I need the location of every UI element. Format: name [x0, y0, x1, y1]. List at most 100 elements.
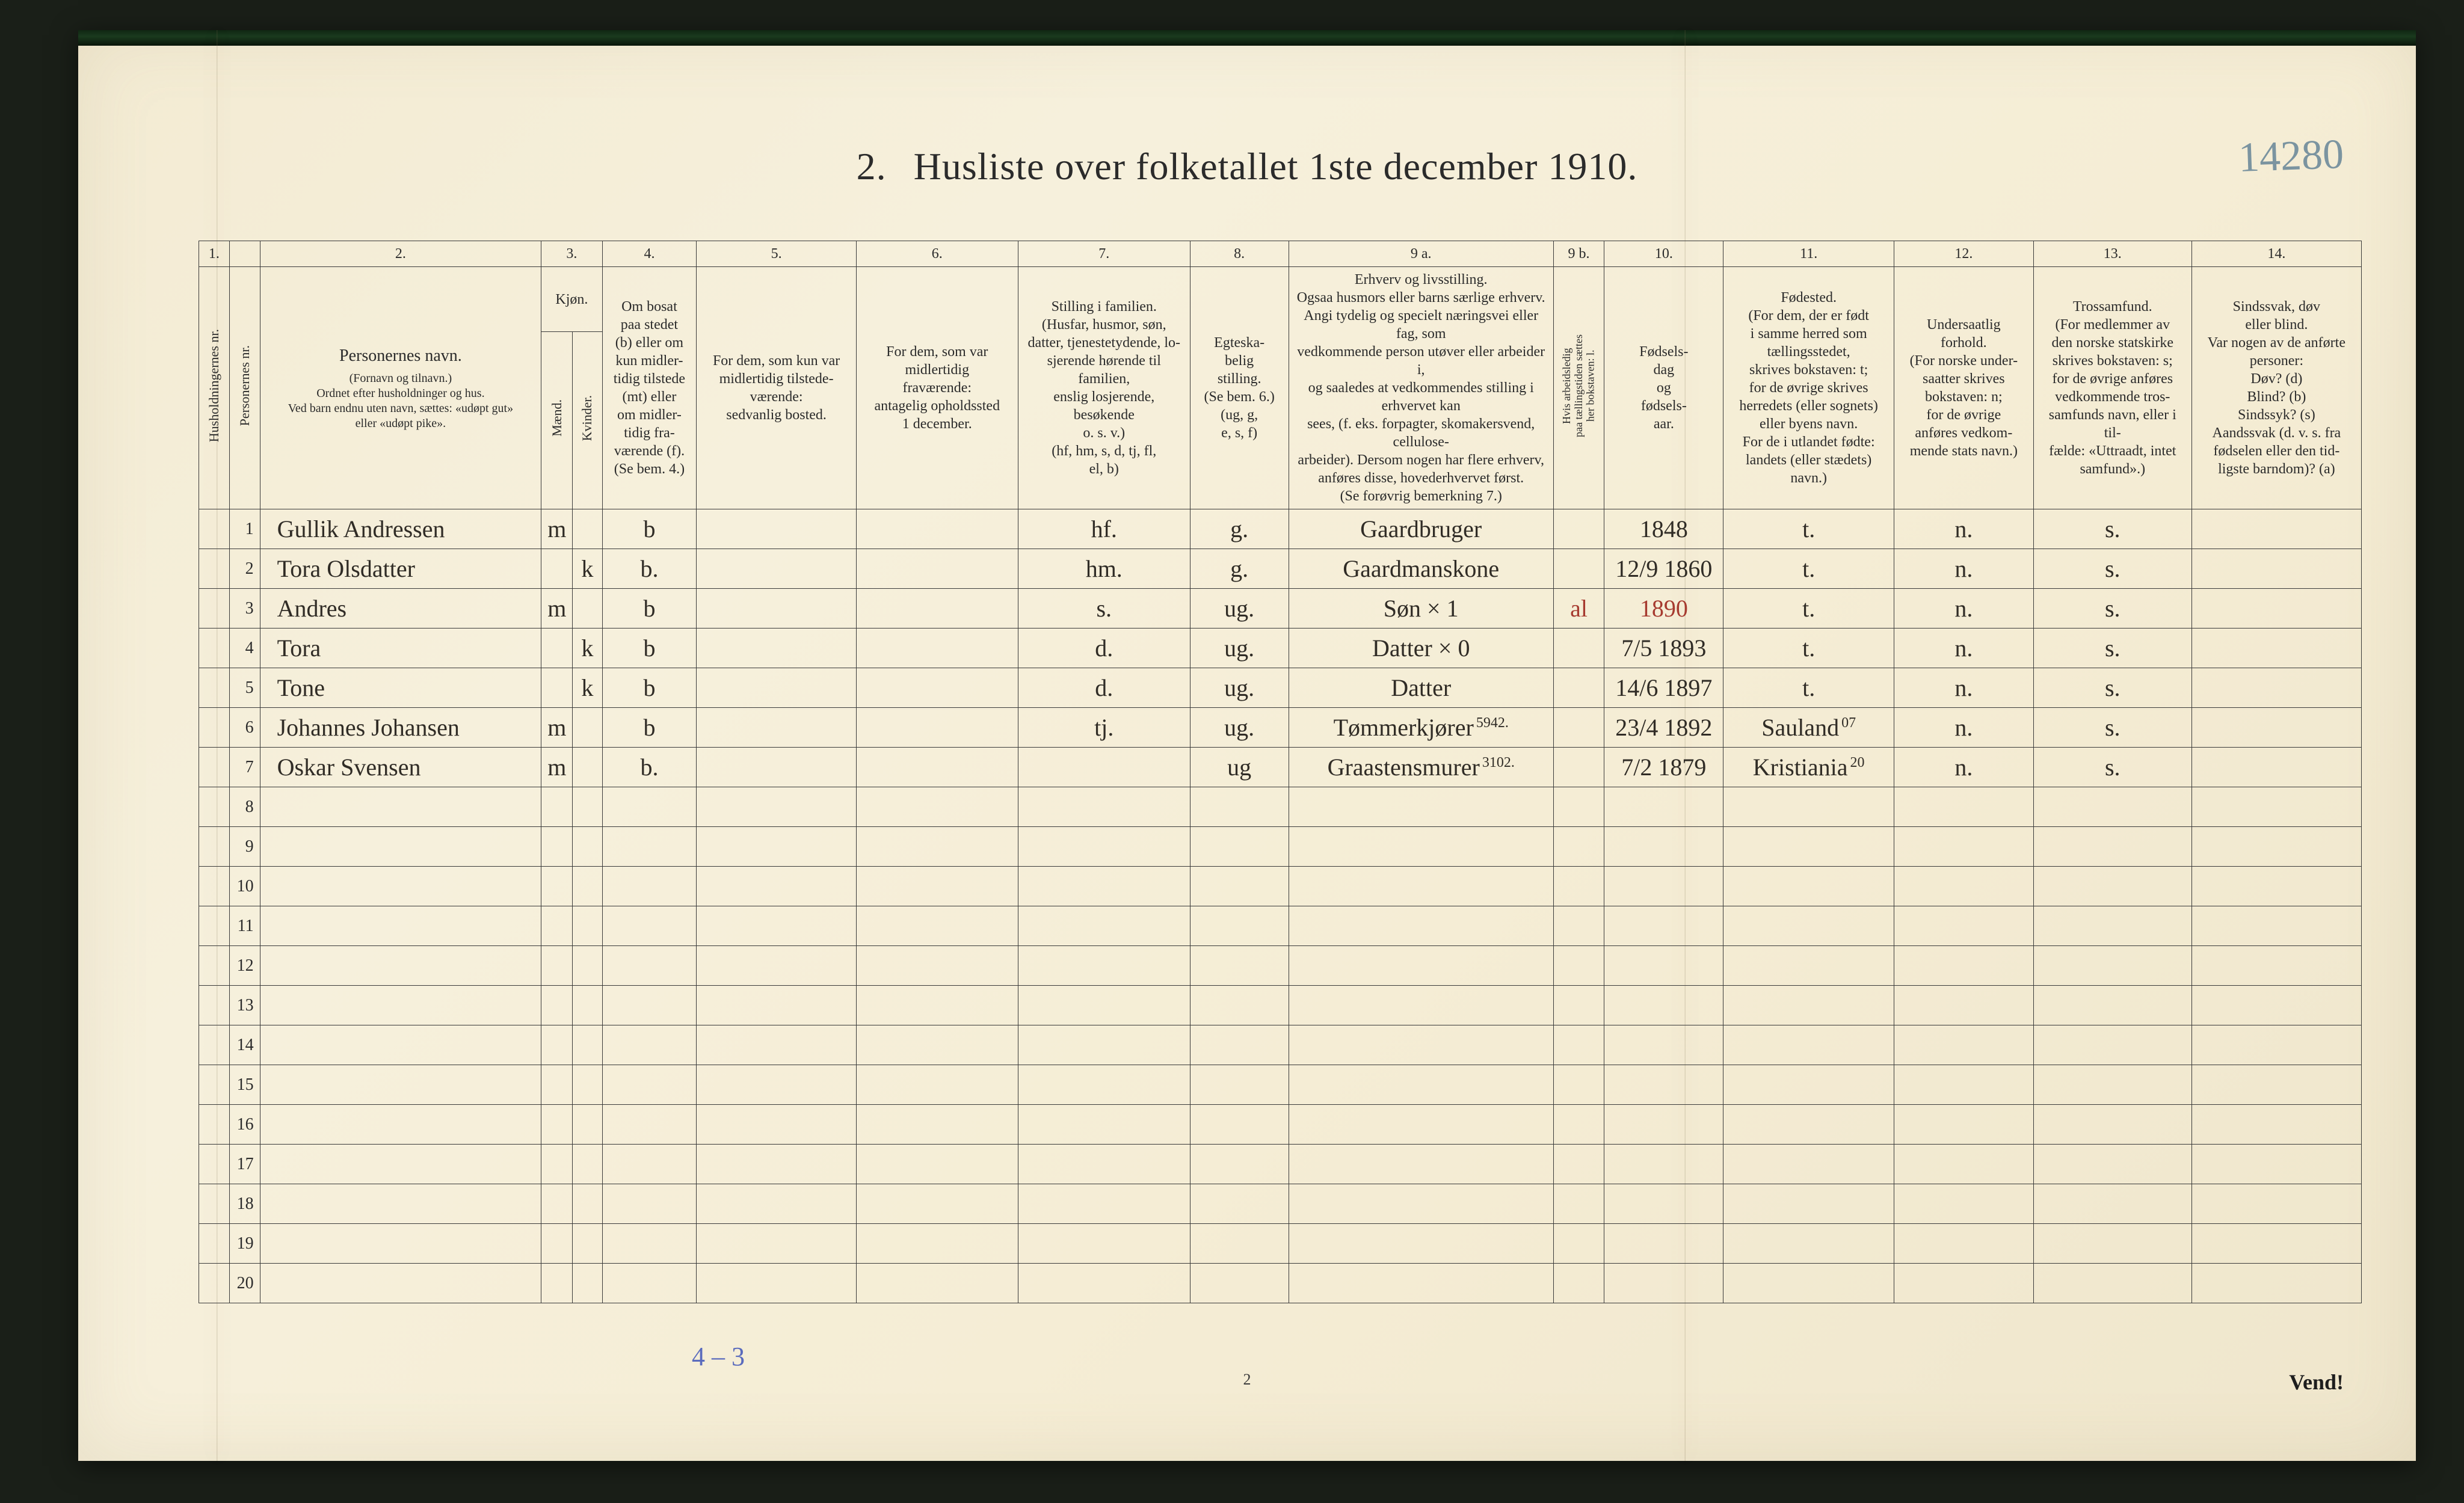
cell [1190, 1184, 1289, 1224]
cell [541, 1105, 573, 1145]
cell [199, 708, 230, 748]
superscript-annotation: 5942. [1476, 715, 1509, 731]
cell [1723, 867, 1894, 906]
cell: t. [1723, 589, 1894, 629]
cell [1723, 1145, 1894, 1184]
cell: ug. [1190, 668, 1289, 708]
cell: Gaardmanskone [1289, 549, 1553, 589]
cell [856, 748, 1018, 787]
cell [2033, 1224, 2191, 1264]
cell [1723, 986, 1894, 1025]
cell [602, 827, 697, 867]
column-number: 9 b. [1553, 241, 1604, 267]
cell: g. [1190, 509, 1289, 549]
table-row: 5Tonekbd.ug.Datter14/6 1897t.n.s. [199, 668, 2362, 708]
cell [1894, 867, 2033, 906]
cell [697, 748, 856, 787]
cell [199, 1065, 230, 1105]
cell [573, 509, 602, 549]
cell [541, 1145, 573, 1184]
cell [697, 986, 856, 1025]
cell: s. [2033, 708, 2191, 748]
cell: Kristiania20 [1723, 748, 1894, 787]
cell: b [602, 708, 697, 748]
col-14-disability: Sindssvak, døv eller blind. Var nogen av… [2191, 267, 2361, 509]
cell: n. [1894, 748, 2033, 787]
cell [1018, 1025, 1190, 1065]
table-row: 3Andresmbs.ug.Søn × 1al1890t.n.s. [199, 589, 2362, 629]
cell: ug. [1190, 708, 1289, 748]
cell: al [1553, 589, 1604, 629]
cell [260, 867, 541, 906]
cell: ug. [1190, 589, 1289, 629]
table-row: 13 [199, 986, 2362, 1025]
cell [573, 748, 602, 787]
cell [541, 1065, 573, 1105]
cell [1553, 1065, 1604, 1105]
cell [199, 1224, 230, 1264]
cell [1604, 986, 1723, 1025]
cell [2191, 629, 2361, 668]
col-12-nationality: Undersaatlig forhold. (For norske under-… [1894, 267, 2033, 509]
cell [697, 509, 856, 549]
cell: hm. [1018, 549, 1190, 589]
cell [2033, 1264, 2191, 1303]
table-row: 7Oskar Svensenmb.ugGraastensmurer3102.7/… [199, 748, 2362, 787]
cell [856, 1145, 1018, 1184]
cell [856, 1105, 1018, 1145]
cell: 1890 [1604, 589, 1723, 629]
cell [199, 867, 230, 906]
cell [1553, 509, 1604, 549]
cell [1190, 867, 1289, 906]
cell [573, 787, 602, 827]
column-number: 11. [1723, 241, 1894, 267]
cell [1190, 787, 1289, 827]
cell: Gaardbruger [1289, 509, 1553, 549]
cell [856, 867, 1018, 906]
cell [1553, 748, 1604, 787]
cell: 7 [229, 748, 260, 787]
cell: 5 [229, 668, 260, 708]
cell [1894, 1105, 2033, 1145]
cell [573, 589, 602, 629]
cell [1018, 1065, 1190, 1105]
cell [573, 1224, 602, 1264]
cell: Sauland07 [1723, 708, 1894, 748]
cell: m [541, 589, 573, 629]
cell [602, 986, 697, 1025]
cell [1894, 1184, 2033, 1224]
cell: s. [2033, 549, 2191, 589]
cell [1553, 1145, 1604, 1184]
table-row: 18 [199, 1184, 2362, 1224]
cell [199, 1025, 230, 1065]
cell [1018, 986, 1190, 1025]
cell [856, 787, 1018, 827]
cell: s. [2033, 629, 2191, 668]
col-1a-household-nr: Husholdningernes nr. [199, 267, 230, 509]
col-4-residence: Om bosat paa stedet (b) eller om kun mid… [602, 267, 697, 509]
cell [856, 589, 1018, 629]
cell [697, 708, 856, 748]
cell: 7/5 1893 [1604, 629, 1723, 668]
cell: Datter [1289, 668, 1553, 708]
cell [856, 629, 1018, 668]
cell [1553, 986, 1604, 1025]
cell [2191, 946, 2361, 986]
table-row: 16 [199, 1105, 2362, 1145]
cell: n. [1894, 509, 2033, 549]
cell [697, 1224, 856, 1264]
cell [2033, 1184, 2191, 1224]
cell [573, 708, 602, 748]
cell [1018, 748, 1190, 787]
cell [2191, 1224, 2361, 1264]
cell: tj. [1018, 708, 1190, 748]
cell [1604, 1264, 1723, 1303]
cell [1604, 1184, 1723, 1224]
cell [2191, 549, 2361, 589]
cell [260, 1105, 541, 1145]
cell [1894, 986, 2033, 1025]
cell [697, 787, 856, 827]
cell [2191, 1184, 2361, 1224]
column-number: 12. [1894, 241, 2033, 267]
cell [1018, 1145, 1190, 1184]
